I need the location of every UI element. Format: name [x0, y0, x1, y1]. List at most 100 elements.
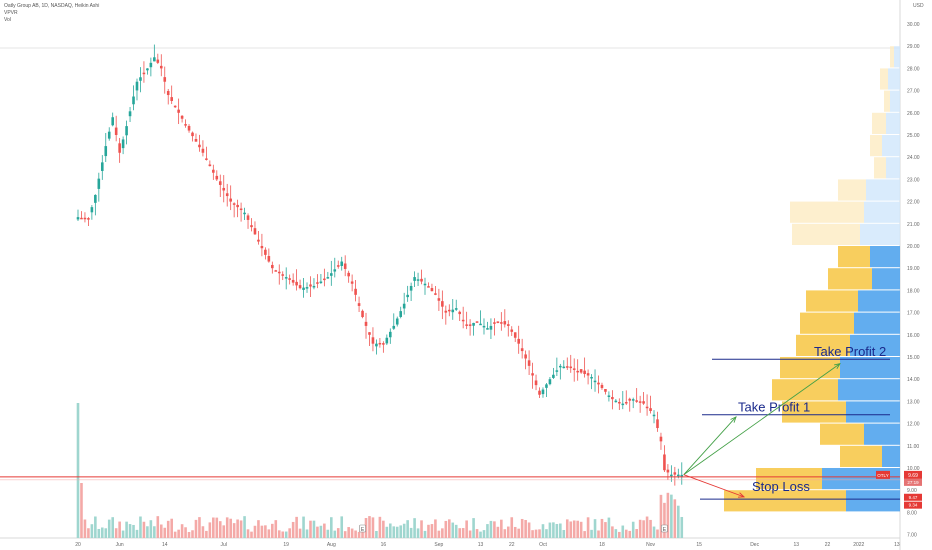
vpvr-sell-bar [820, 423, 864, 445]
arrow-to-stop-loss[interactable] [683, 474, 745, 498]
candle-body [319, 281, 323, 284]
volume-bar [437, 530, 441, 538]
candle-body [153, 57, 156, 62]
date-tick-label: Jun [116, 542, 124, 548]
volume-bar [389, 523, 392, 538]
level-2-tag [904, 501, 922, 509]
volume-bar [343, 531, 347, 538]
candle-body [305, 287, 309, 289]
vpvr-buy-bar [846, 401, 900, 423]
candle-body [409, 285, 413, 291]
volume-bar [305, 529, 309, 538]
volume-bar [347, 527, 350, 538]
volume-bar [441, 528, 444, 538]
candle-body [222, 187, 226, 191]
indicator-vol-label[interactable]: Vol [4, 17, 11, 23]
current-price-tag[interactable] [904, 470, 922, 479]
candle-body [212, 169, 215, 173]
volume-bar [378, 516, 382, 538]
candle-body [260, 245, 264, 249]
candle-body [163, 77, 167, 82]
price-tick-label: 28.00 [907, 66, 920, 72]
candle-body [562, 366, 566, 369]
volume-bar [180, 524, 184, 538]
candle-body [527, 360, 531, 366]
volume-bar [618, 531, 621, 538]
volume-bar [316, 526, 319, 538]
volume-bar [413, 518, 416, 538]
candle-body [579, 369, 583, 373]
volume-bar [420, 520, 423, 538]
candle-body [513, 332, 517, 338]
countdown-tag [904, 478, 922, 486]
volume-bar [312, 520, 316, 538]
volume-bar [125, 521, 128, 538]
earnings-marker[interactable] [359, 524, 366, 533]
volume-bar [482, 530, 486, 538]
arrow-to-tp2[interactable] [683, 363, 841, 476]
date-tick-label: 22 [825, 542, 831, 548]
volume-bar [579, 521, 583, 538]
volume-bar [652, 526, 656, 538]
vpvr-buy-bar [886, 157, 900, 179]
volume-bar [503, 529, 507, 538]
volume-bar [663, 502, 666, 538]
volume-bar [222, 525, 226, 538]
volume-bar [371, 517, 375, 538]
vpvr-buy-bar [858, 290, 900, 312]
volume-bar [166, 520, 170, 538]
vpvr-buy-bar [888, 68, 900, 90]
candle-body [246, 215, 250, 220]
candle-body [427, 286, 430, 288]
level-1-text: 9.47 [909, 495, 918, 500]
candle-body [274, 270, 278, 272]
take-profit-2-label: Take Profit 2 [814, 344, 886, 359]
candle-body [139, 77, 142, 81]
vpvr-buy-bar [866, 179, 900, 201]
candle-body [559, 365, 562, 368]
candle-body [302, 287, 305, 290]
vpvr-sell-bar [782, 401, 846, 423]
arrow-to-tp1[interactable] [683, 416, 737, 475]
volume-bar [576, 520, 579, 538]
vpvr-sell-bar [838, 179, 866, 201]
price-tick-label: 23.00 [907, 177, 920, 183]
volume-bar [111, 517, 114, 538]
earnings-marker[interactable] [661, 524, 668, 533]
volume-bar [447, 519, 451, 538]
vpvr-sell-bar [838, 246, 870, 268]
volume-bar [513, 526, 517, 538]
volume-bar [670, 494, 673, 538]
volume-bar [624, 529, 628, 538]
candle-body [326, 277, 330, 279]
volume-bar [656, 529, 659, 538]
candle-body [132, 96, 135, 105]
vpvr-buy-bar [890, 90, 900, 112]
volume-bar [309, 520, 312, 538]
candle-body [420, 278, 423, 282]
volume-bar [489, 520, 493, 538]
candle-body [402, 303, 406, 309]
volume-bar [506, 526, 510, 538]
candle-body [538, 390, 541, 395]
volume-bar [246, 529, 250, 538]
candle-body [399, 311, 403, 317]
candle-body [510, 329, 514, 332]
candle-body [482, 325, 486, 328]
volume-bar [465, 520, 468, 538]
volume-bar [475, 529, 479, 538]
candle-body [215, 175, 219, 180]
indicator-vpvr-label[interactable]: VPVR [4, 10, 18, 16]
date-tick-label: Sep [434, 542, 443, 548]
volume-bar [607, 517, 611, 538]
candle-body [229, 198, 232, 202]
volume-bar [191, 530, 194, 538]
volume-bar [642, 520, 645, 538]
volume-bar [243, 516, 246, 538]
volume-bar [87, 528, 90, 538]
candle-body [423, 283, 427, 286]
volume-bar [493, 521, 496, 538]
volume-bar [225, 517, 229, 538]
candle-body [395, 318, 399, 325]
